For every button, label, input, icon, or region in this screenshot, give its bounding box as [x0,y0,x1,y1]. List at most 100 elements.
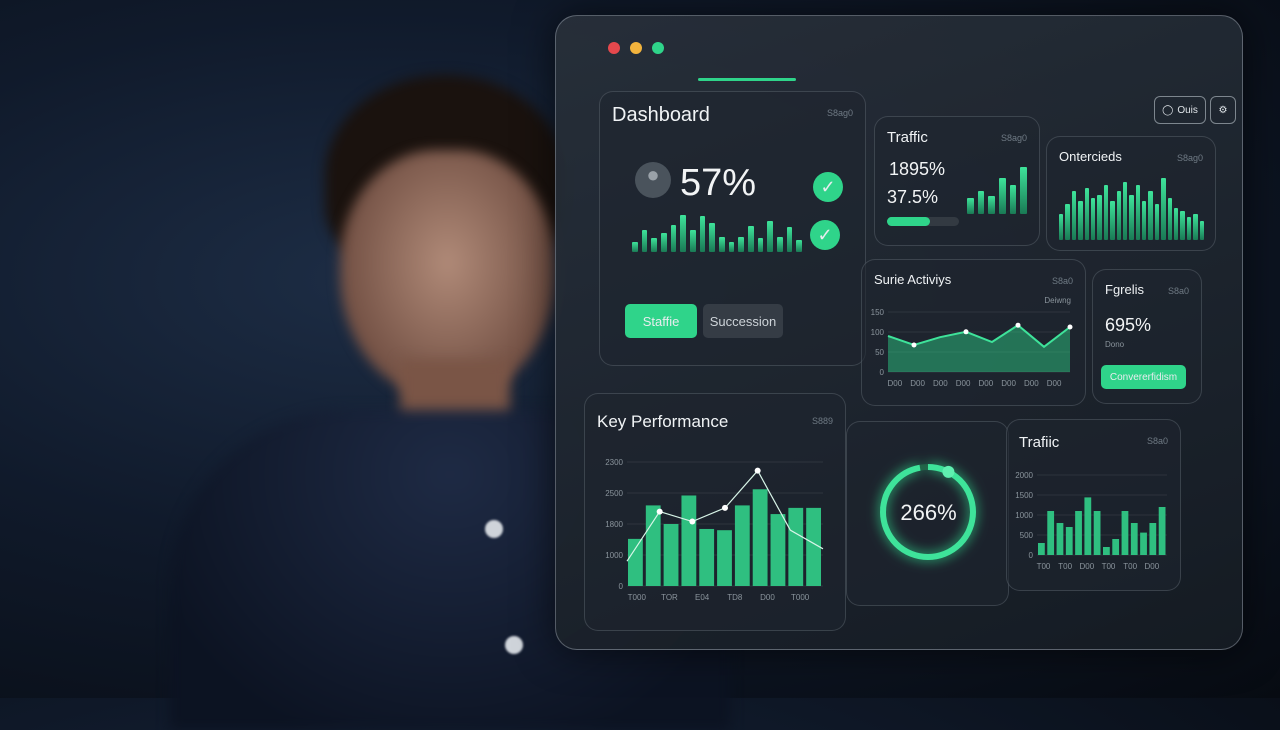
bar [717,530,732,586]
active-tab-indicator [698,78,796,81]
bar [1161,178,1166,240]
x-tick-label: T00 [1037,562,1051,571]
bar [1199,220,1204,240]
bar [690,229,696,252]
traffic-bar-chart [967,162,1028,214]
bar [1158,507,1166,555]
x-tick-label: D00 [956,379,971,388]
dashboard-bar-chart [632,202,803,252]
bar [1129,194,1134,240]
y-tick-label: 2300 [605,458,623,467]
bar [641,229,648,252]
ontercieds-bar-chart [1059,175,1204,240]
ring-fill [880,464,976,560]
bar [1059,214,1064,240]
bar [1103,184,1109,240]
card-title: Fgrelis [1105,282,1145,297]
card-meta: S8ag0 [1000,133,1027,143]
bar [1009,185,1017,214]
bar [645,505,661,586]
ontercieds-card: Ontercieds S8ag0 [1046,136,1216,251]
shirt-button [485,520,503,538]
x-tick-label: D00 [978,379,993,388]
fgrelis-value: 695% [1105,315,1152,335]
x-tick-label: D00 [1144,562,1159,571]
x-tick-label: TOR [661,593,678,602]
card-meta: S8a0 [1146,436,1168,446]
dashboard-card: Dashboard S8ag0 ● 57% ✓ ✓ Staffie Succes… [599,91,866,366]
bar [967,198,974,214]
card-title: Surie Activiys [874,272,952,287]
bar [748,226,754,252]
chart-legend: Deiwng [1044,296,1071,305]
staffie-button[interactable]: Staffie [625,304,697,338]
x-tick-label: D00 [760,593,775,602]
x-tick-label: D00 [887,379,902,388]
gear-icon: ⚙ [1218,104,1228,116]
convert-button[interactable]: Convererfidism [1101,365,1186,389]
card-title: Key Performance [597,412,729,431]
y-tick-label: 0 [619,582,624,591]
bar [1084,497,1092,555]
bar [1174,207,1179,240]
y-tick-label: 1000 [605,551,623,560]
bar [1056,523,1064,555]
traffic-card: Traffic S8ag0 1895% 37.5% [874,116,1040,246]
bar [1167,197,1173,240]
bar [1135,184,1141,240]
y-tick-label: 0 [880,368,885,377]
card-meta: S889 [811,416,833,426]
card-title: Traffic [887,129,928,146]
x-tick-label: D00 [1001,379,1016,388]
y-tick-label: 1500 [1015,491,1033,500]
bar [988,195,996,214]
data-point [722,504,728,511]
fgrelis-subtitle: Dono [1105,340,1125,349]
traffic-value-secondary: 37.5% [887,187,939,207]
y-tick-label: 2000 [1015,471,1033,480]
dashboard-window: ◯ Ouis ⚙ Dashboard S8ag0 ● 57% ✓ ✓ Staffi… [555,15,1243,650]
bar [728,242,735,252]
maximize-dot[interactable] [652,42,664,54]
bar [777,237,783,252]
card-meta: S8a0 [1167,286,1189,296]
bar [699,216,706,252]
traffic-value: 1895% [889,159,946,179]
settings-button[interactable]: ⚙ [1210,96,1236,124]
bar [786,227,793,252]
dashboard-value: 57% [680,162,757,204]
y-tick-label: 1000 [1015,511,1033,520]
bar [1097,194,1102,240]
bar [1103,547,1110,555]
bar [1075,511,1082,555]
bar [1065,527,1073,555]
bar [1084,188,1089,240]
card-title: Trafiic [1019,434,1060,451]
x-tick-label: T000 [628,593,647,602]
bar [738,237,745,252]
bar [1186,217,1192,240]
close-dot[interactable] [608,42,620,54]
minimize-dot[interactable] [630,42,642,54]
x-tick-label: D00 [1079,562,1094,571]
avatar-icon: ● [635,162,671,198]
bar [796,239,803,252]
succession-button[interactable]: Succession [703,304,783,338]
bar [699,528,715,586]
bar [719,237,725,252]
bar [628,538,643,586]
data-point [1015,322,1021,328]
bar [651,238,658,252]
y-tick-label: 0 [1029,551,1034,560]
data-point [911,342,917,348]
y-tick-label: 150 [871,308,885,317]
bar [1090,197,1096,240]
bar [999,177,1006,214]
bar [1180,210,1185,240]
bar [1148,191,1153,240]
card-meta: S8ag0 [826,108,853,118]
activity-card: Surie Activiys S8a0 Deiwng 150 100 50 0 D00 D… [861,259,1086,406]
user-button[interactable]: ◯ Ouis [1154,96,1206,124]
bar [1038,543,1045,555]
